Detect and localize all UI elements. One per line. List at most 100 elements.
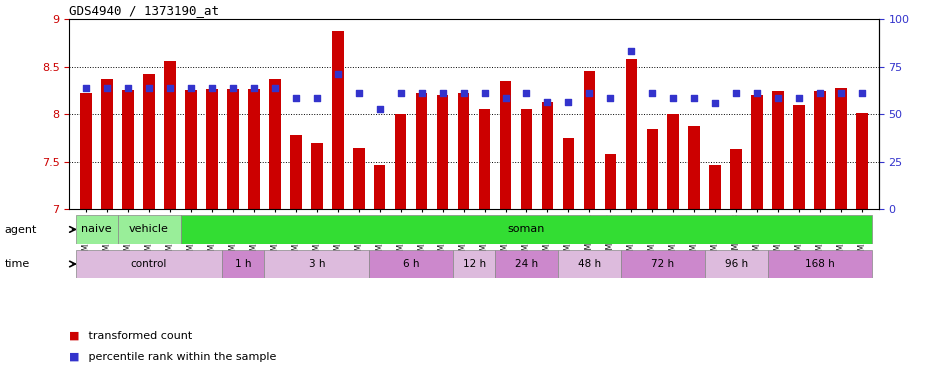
Bar — [495, 250, 558, 278]
Point — [477, 90, 492, 96]
Point — [729, 90, 744, 96]
Text: vehicle: vehicle — [130, 224, 169, 235]
Point — [414, 90, 429, 96]
Point — [183, 84, 198, 91]
Bar — [102, 79, 113, 209]
Text: 96 h: 96 h — [724, 259, 747, 269]
Bar — [165, 61, 176, 209]
Bar — [794, 105, 805, 209]
Point — [120, 84, 135, 91]
Point — [142, 84, 156, 91]
Text: time: time — [5, 259, 30, 269]
Point — [519, 90, 534, 96]
Point — [289, 95, 303, 101]
Bar — [647, 129, 658, 209]
Bar — [705, 250, 768, 278]
Text: 72 h: 72 h — [651, 259, 674, 269]
Text: 168 h: 168 h — [805, 259, 835, 269]
Text: control: control — [130, 259, 167, 269]
Bar — [269, 79, 280, 209]
Bar — [625, 59, 637, 209]
Text: ■: ■ — [69, 331, 80, 341]
Point — [79, 84, 93, 91]
Point — [267, 84, 282, 91]
Bar — [416, 93, 427, 209]
Text: agent: agent — [5, 225, 37, 235]
Text: percentile rank within the sample: percentile rank within the sample — [85, 352, 277, 362]
Bar — [122, 91, 134, 209]
Bar — [768, 250, 872, 278]
Point — [352, 90, 366, 96]
Text: 24 h: 24 h — [515, 259, 538, 269]
Bar — [542, 102, 553, 209]
Point — [833, 90, 848, 96]
Bar — [80, 93, 92, 209]
Point — [204, 84, 219, 91]
Point — [100, 84, 115, 91]
Point — [540, 99, 555, 105]
Point — [624, 48, 639, 54]
Point — [855, 90, 870, 96]
Point — [499, 95, 513, 101]
Bar — [500, 81, 512, 209]
Bar — [479, 109, 490, 209]
Point — [750, 90, 765, 96]
Bar — [228, 89, 239, 209]
Bar — [437, 95, 449, 209]
Bar — [668, 114, 679, 209]
Text: naive: naive — [81, 224, 112, 235]
Point — [561, 99, 576, 105]
Text: 12 h: 12 h — [462, 259, 486, 269]
Point — [813, 90, 828, 96]
Bar — [248, 89, 260, 209]
Text: 48 h: 48 h — [578, 259, 601, 269]
Bar — [521, 109, 532, 209]
Bar — [731, 149, 742, 209]
Bar — [311, 143, 323, 209]
Bar — [605, 154, 616, 209]
Point — [435, 90, 450, 96]
Bar — [453, 250, 495, 278]
Text: 3 h: 3 h — [309, 259, 325, 269]
Bar — [584, 71, 595, 209]
Bar — [709, 165, 721, 209]
Bar — [772, 91, 783, 209]
Bar — [76, 215, 117, 244]
Text: GDS4940 / 1373190_at: GDS4940 / 1373190_at — [69, 3, 219, 17]
Bar — [835, 88, 846, 209]
Bar — [332, 31, 343, 209]
Bar — [143, 74, 154, 209]
Point — [163, 84, 178, 91]
Point — [246, 84, 261, 91]
Point — [393, 90, 408, 96]
Text: transformed count: transformed count — [85, 331, 192, 341]
Point — [372, 106, 387, 113]
Point — [309, 95, 324, 101]
Bar — [688, 126, 700, 209]
Point — [708, 100, 722, 106]
Point — [645, 90, 660, 96]
Bar — [857, 113, 868, 209]
Bar — [353, 147, 364, 209]
Bar — [369, 250, 453, 278]
Bar — [180, 215, 872, 244]
Bar — [562, 138, 574, 209]
Bar — [395, 114, 406, 209]
Point — [226, 84, 240, 91]
Bar — [117, 215, 180, 244]
Bar — [206, 89, 217, 209]
Bar — [265, 250, 369, 278]
Text: 6 h: 6 h — [403, 259, 419, 269]
Point — [330, 71, 345, 78]
Bar — [751, 95, 763, 209]
Point — [582, 90, 597, 96]
Text: soman: soman — [508, 224, 545, 235]
Point — [456, 90, 471, 96]
Bar — [222, 250, 265, 278]
Point — [666, 95, 681, 101]
Text: ■: ■ — [69, 352, 80, 362]
Bar — [458, 93, 469, 209]
Point — [687, 95, 702, 101]
Text: 1 h: 1 h — [235, 259, 252, 269]
Bar — [558, 250, 621, 278]
